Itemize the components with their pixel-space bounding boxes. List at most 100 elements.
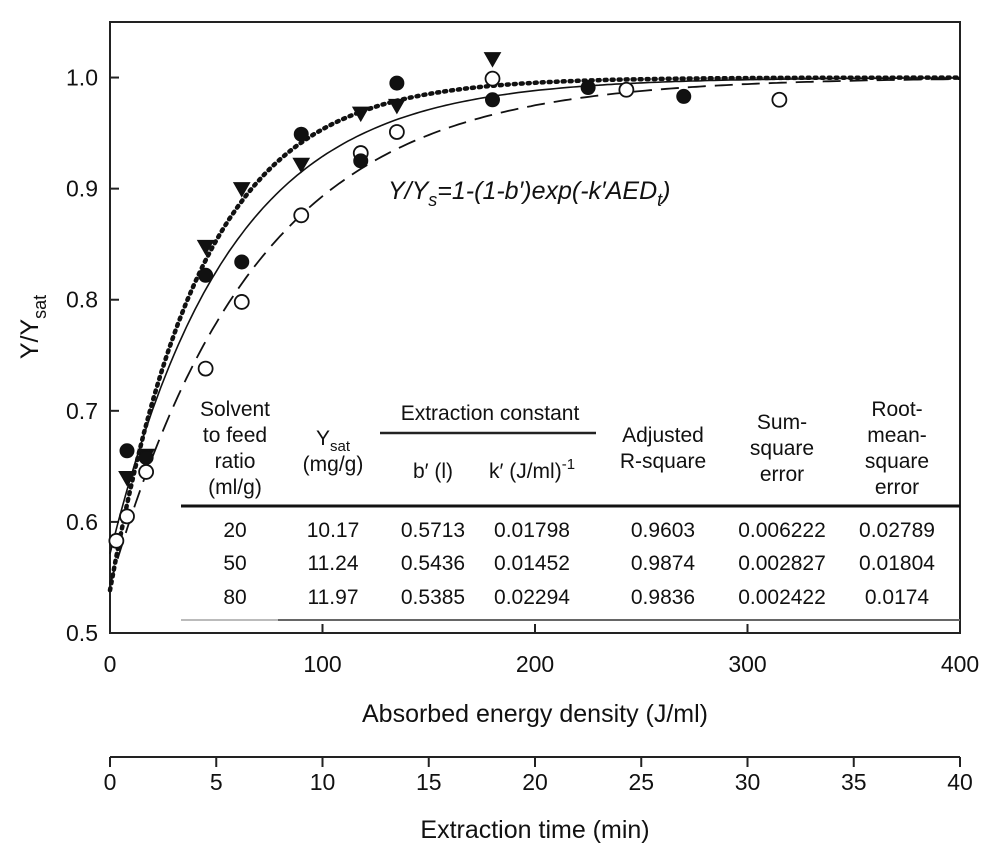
point-filled-triangle bbox=[196, 239, 215, 256]
table-cell: 0.9603 bbox=[631, 519, 695, 542]
header-b: b′ (l) bbox=[413, 460, 453, 483]
fitted-curves bbox=[107, 75, 963, 593]
time-tick-label: 0 bbox=[104, 769, 117, 795]
table-cell: 0.002422 bbox=[738, 586, 826, 609]
table-header-solvent: Solvent to feed ratio (ml/g) bbox=[200, 398, 270, 499]
point-filled-triangle bbox=[351, 106, 370, 123]
model-equation: Y/Ys=1-(1-b′)exp(-k′AEDt) bbox=[388, 177, 671, 210]
point-filled-triangle bbox=[388, 98, 406, 115]
point-open-circle bbox=[618, 81, 635, 98]
header-sse: square bbox=[750, 437, 814, 460]
y-tick-label: 0.7 bbox=[66, 398, 98, 424]
table-cell: 0.02789 bbox=[859, 519, 935, 542]
point-filled-triangle bbox=[232, 182, 251, 198]
x-tick-label: 100 bbox=[303, 651, 341, 677]
point-open-circle bbox=[484, 70, 501, 87]
x-tick-label: 0 bbox=[104, 651, 117, 677]
point-filled-circle bbox=[485, 92, 500, 108]
fit-curve-dot bbox=[107, 75, 963, 593]
table-cell: 0.9874 bbox=[631, 552, 696, 575]
table-cell: 0.02294 bbox=[494, 586, 570, 609]
header-sse: Sum- bbox=[757, 411, 807, 434]
y-axis: 0.5 0.6 0.7 0.8 0.9 1.0 bbox=[66, 65, 119, 646]
table-cell: 11.24 bbox=[308, 552, 359, 575]
header-solvent-line: (ml/g) bbox=[208, 476, 262, 499]
y-tick-label: 0.9 bbox=[66, 176, 98, 202]
time-tick-label: 35 bbox=[841, 769, 867, 795]
point-filled-circle bbox=[353, 153, 369, 169]
header-rmse: square bbox=[865, 450, 929, 473]
x-tick-label: 400 bbox=[941, 651, 979, 677]
point-open-circle bbox=[138, 464, 155, 480]
table-cell: 11.97 bbox=[308, 586, 359, 609]
table-cell: 0.5713 bbox=[401, 519, 465, 542]
table-cell: 0.5436 bbox=[401, 552, 465, 575]
time-tick-label: 40 bbox=[947, 769, 973, 795]
header-solvent-line: ratio bbox=[215, 450, 256, 473]
header-solvent-line: Solvent bbox=[200, 398, 270, 421]
time-axis-title: Extraction time (min) bbox=[420, 816, 649, 844]
point-open-circle bbox=[233, 294, 250, 310]
header-adjusted-r2: R-square bbox=[620, 450, 706, 473]
y-tick-label: 0.5 bbox=[66, 620, 98, 646]
table-cell: 0.9836 bbox=[631, 586, 695, 609]
table-cell: 0.01452 bbox=[494, 552, 570, 575]
y-tick-label: 1.0 bbox=[66, 65, 98, 91]
table-body: 20 10.17 0.5713 0.01798 0.9603 0.006222 0.0278… bbox=[223, 519, 935, 609]
data-points bbox=[108, 52, 788, 549]
point-open-circle bbox=[388, 124, 405, 140]
table-cell: 80 bbox=[223, 586, 246, 609]
y-tick-label: 0.8 bbox=[66, 287, 98, 313]
point-filled-circle bbox=[198, 267, 214, 283]
table-cell: 0.006222 bbox=[738, 519, 826, 542]
table-cell: 0.01804 bbox=[859, 552, 935, 575]
time-tick-label: 10 bbox=[310, 769, 336, 795]
header-ysat-unit: (mg/g) bbox=[303, 453, 364, 476]
header-sse: error bbox=[760, 463, 804, 486]
time-tick-label: 25 bbox=[628, 769, 654, 795]
parameter-table: Solvent to feed ratio (ml/g) Ysat (mg/g)… bbox=[181, 398, 960, 621]
point-filled-circle bbox=[580, 80, 596, 96]
y-tick-label: 0.6 bbox=[66, 509, 98, 535]
header-ysat: Ysat bbox=[316, 427, 351, 455]
point-filled-circle bbox=[119, 443, 135, 459]
header-rmse: Root- bbox=[871, 398, 922, 421]
table-cell: 0.5385 bbox=[401, 586, 465, 609]
point-filled-triangle bbox=[292, 157, 311, 174]
time-axis: 0 5 10 15 20 25 30 35 40 bbox=[104, 756, 973, 795]
point-filled-circle bbox=[293, 126, 309, 142]
time-tick-label: 20 bbox=[522, 769, 548, 795]
point-filled-circle bbox=[138, 449, 154, 465]
time-tick-label: 5 bbox=[210, 769, 223, 795]
y-axis-title: Y/Ysat bbox=[16, 295, 50, 359]
table-cell: 0.01798 bbox=[494, 519, 570, 542]
point-filled-circle bbox=[389, 75, 405, 91]
point-filled-circle bbox=[676, 88, 692, 104]
x-axis: 0 100 200 300 400 bbox=[104, 624, 979, 677]
point-filled-triangle bbox=[483, 52, 502, 68]
x-axis-title: Absorbed energy density (J/ml) bbox=[362, 700, 708, 728]
x-tick-label: 300 bbox=[728, 651, 766, 677]
point-open-circle bbox=[119, 508, 135, 525]
header-rmse: mean- bbox=[867, 424, 927, 447]
point-open-circle bbox=[108, 532, 125, 549]
point-open-circle bbox=[293, 207, 310, 224]
x-tick-label: 200 bbox=[516, 651, 554, 677]
point-filled-circle bbox=[234, 254, 250, 270]
table-cell: 10.17 bbox=[307, 519, 360, 542]
table-cell: 0.002827 bbox=[738, 552, 826, 575]
header-solvent-line: to feed bbox=[203, 424, 267, 447]
header-extraction-constant: Extraction constant bbox=[401, 402, 580, 425]
header-rmse: error bbox=[875, 476, 919, 499]
table-cell: 20 bbox=[223, 519, 246, 542]
fit-curve-dash bbox=[109, 78, 960, 585]
table-cell: 0.0174 bbox=[865, 586, 930, 609]
time-tick-label: 30 bbox=[735, 769, 761, 795]
time-tick-label: 15 bbox=[416, 769, 442, 795]
point-filled-triangle bbox=[118, 470, 136, 487]
header-adjusted-r2: Adjusted bbox=[622, 424, 704, 447]
point-open-circle bbox=[197, 360, 214, 377]
header-k: k′ (J/ml)-1 bbox=[489, 456, 575, 483]
point-open-circle bbox=[771, 91, 788, 108]
